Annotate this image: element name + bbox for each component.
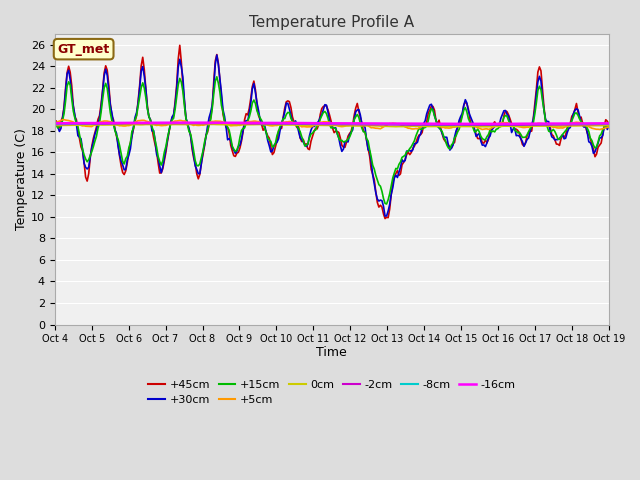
Line: -16cm: -16cm [55, 123, 609, 124]
-8cm [210, 120, 218, 126]
-16cm [295, 120, 303, 126]
Y-axis label: Temperature (C): Temperature (C) [15, 128, 28, 230]
-8cm [119, 120, 127, 126]
+30cm [577, 120, 585, 125]
+30cm [218, 90, 225, 96]
-8cm [245, 120, 253, 126]
Line: +45cm: +45cm [55, 45, 609, 218]
-2cm [245, 121, 253, 127]
+15cm [577, 119, 585, 124]
-2cm [605, 121, 612, 127]
+45cm [119, 169, 127, 175]
+15cm [605, 124, 612, 130]
0cm [481, 124, 489, 130]
Line: -2cm: -2cm [55, 123, 609, 125]
-16cm [195, 120, 202, 126]
+15cm [236, 134, 244, 140]
+15cm [218, 103, 225, 108]
0cm [51, 122, 59, 128]
-2cm [236, 120, 244, 126]
+15cm [51, 123, 59, 129]
Line: +5cm: +5cm [55, 120, 609, 130]
-16cm [218, 120, 225, 126]
-16cm [245, 120, 253, 126]
Legend: +45cm, +30cm, +15cm, +5cm, 0cm, -2cm, -8cm, -16cm: +45cm, +30cm, +15cm, +5cm, 0cm, -2cm, -8… [144, 375, 520, 409]
+5cm [218, 119, 225, 124]
0cm [236, 122, 244, 128]
-16cm [605, 120, 612, 126]
0cm [245, 122, 253, 128]
-2cm [224, 120, 232, 126]
0cm [119, 122, 127, 128]
-2cm [216, 120, 224, 126]
-2cm [51, 121, 59, 127]
+5cm [236, 122, 244, 128]
+5cm [51, 120, 59, 126]
+15cm [119, 158, 127, 164]
-16cm [119, 120, 127, 126]
-16cm [494, 121, 502, 127]
+45cm [605, 121, 612, 127]
-8cm [51, 121, 59, 127]
+45cm [381, 216, 389, 221]
+5cm [596, 127, 604, 132]
-16cm [577, 120, 585, 126]
+15cm [213, 74, 221, 80]
+5cm [120, 123, 128, 129]
+5cm [576, 120, 584, 125]
-8cm [577, 121, 585, 127]
Line: +30cm: +30cm [55, 55, 609, 216]
+5cm [245, 119, 253, 124]
+45cm [245, 106, 253, 111]
+45cm [295, 124, 303, 130]
+30cm [119, 162, 127, 168]
+5cm [605, 124, 612, 130]
-8cm [236, 120, 244, 126]
Line: 0cm: 0cm [55, 124, 609, 127]
+30cm [51, 119, 59, 124]
+30cm [213, 52, 221, 58]
-8cm [218, 120, 225, 126]
0cm [218, 121, 225, 127]
-16cm [51, 120, 59, 126]
Line: +15cm: +15cm [55, 77, 609, 204]
-2cm [295, 121, 303, 127]
Line: -8cm: -8cm [55, 123, 609, 124]
+30cm [236, 142, 244, 148]
+30cm [295, 129, 303, 134]
-16cm [236, 120, 244, 126]
0cm [577, 123, 585, 129]
+45cm [218, 95, 225, 100]
0cm [605, 123, 612, 129]
+5cm [295, 122, 303, 128]
Text: GT_met: GT_met [58, 43, 110, 56]
-2cm [577, 122, 585, 128]
Title: Temperature Profile A: Temperature Profile A [249, 15, 414, 30]
+30cm [605, 122, 612, 128]
+15cm [383, 201, 390, 207]
-2cm [119, 121, 127, 127]
+15cm [245, 114, 253, 120]
-8cm [466, 121, 474, 127]
+15cm [295, 126, 303, 132]
0cm [295, 122, 303, 128]
0cm [161, 121, 168, 127]
+30cm [245, 110, 253, 116]
+45cm [577, 114, 585, 120]
-2cm [445, 122, 452, 128]
+30cm [381, 213, 389, 219]
+5cm [60, 117, 68, 122]
X-axis label: Time: Time [316, 346, 347, 359]
-8cm [605, 121, 612, 127]
+45cm [176, 42, 184, 48]
+45cm [236, 145, 244, 151]
-8cm [295, 120, 303, 126]
+45cm [51, 120, 59, 125]
